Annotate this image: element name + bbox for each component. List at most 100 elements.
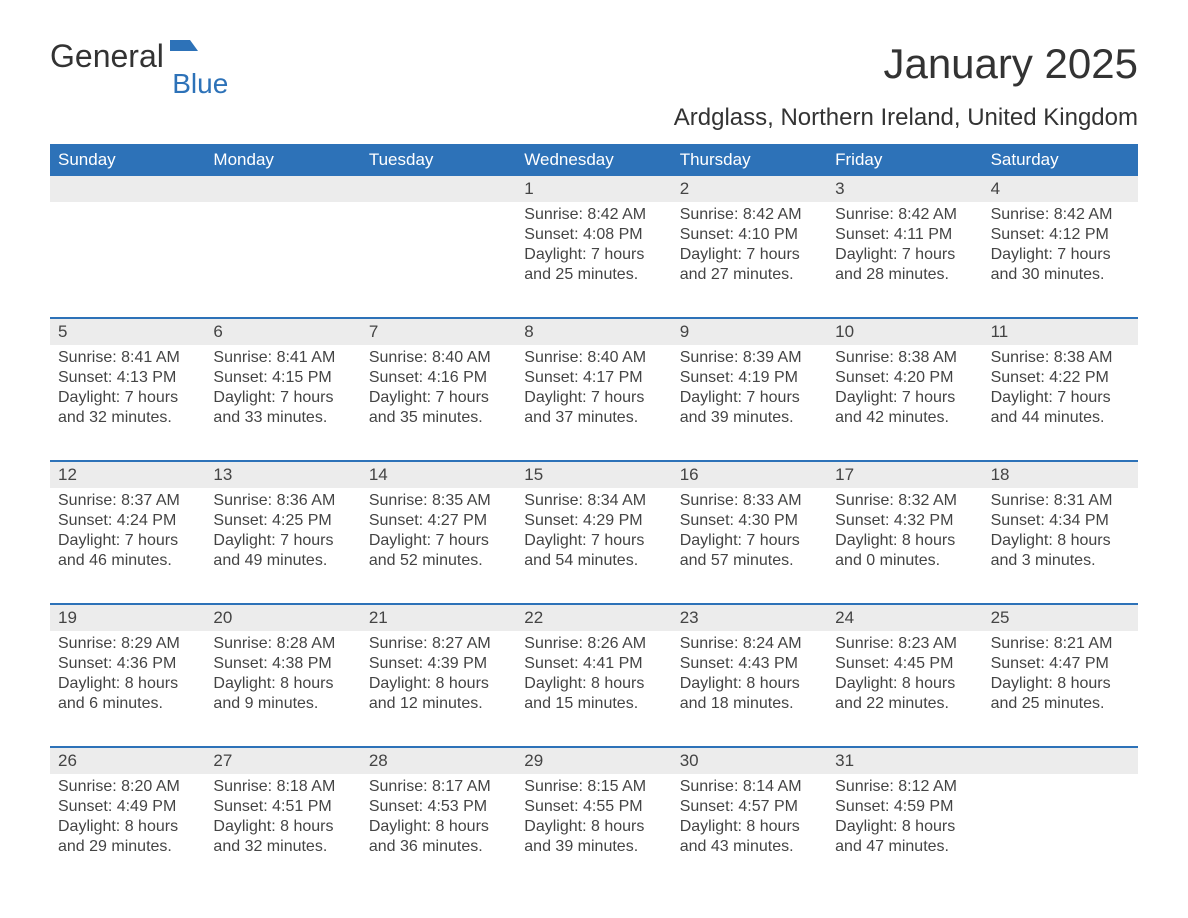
day-sunset: Sunset: 4:49 PM <box>58 797 197 817</box>
day-day2: and 43 minutes. <box>680 837 819 857</box>
day-info: Sunrise: 8:18 AMSunset: 4:51 PMDaylight:… <box>205 774 360 865</box>
day-sunset: Sunset: 4:43 PM <box>680 654 819 674</box>
day-sunset: Sunset: 4:16 PM <box>369 368 508 388</box>
day-day2: and 3 minutes. <box>991 551 1130 571</box>
day-sunset: Sunset: 4:08 PM <box>524 225 663 245</box>
calendar-cell: 23Sunrise: 8:24 AMSunset: 4:43 PMDayligh… <box>672 605 827 722</box>
day-day1: Daylight: 8 hours <box>524 674 663 694</box>
day-day1: Daylight: 8 hours <box>213 674 352 694</box>
calendar-cell <box>983 748 1138 865</box>
day-sunrise: Sunrise: 8:24 AM <box>680 634 819 654</box>
calendar-cell: 1Sunrise: 8:42 AMSunset: 4:08 PMDaylight… <box>516 176 671 293</box>
calendar-cell: 30Sunrise: 8:14 AMSunset: 4:57 PMDayligh… <box>672 748 827 865</box>
day-info: Sunrise: 8:38 AMSunset: 4:20 PMDaylight:… <box>827 345 982 436</box>
day-day1: Daylight: 7 hours <box>835 245 974 265</box>
day-sunset: Sunset: 4:59 PM <box>835 797 974 817</box>
day-day1: Daylight: 7 hours <box>991 245 1130 265</box>
calendar-cell: 15Sunrise: 8:34 AMSunset: 4:29 PMDayligh… <box>516 462 671 579</box>
day-sunrise: Sunrise: 8:27 AM <box>369 634 508 654</box>
day-info: Sunrise: 8:42 AMSunset: 4:11 PMDaylight:… <box>827 202 982 293</box>
day-number: 22 <box>516 605 671 631</box>
day-number: 13 <box>205 462 360 488</box>
day-number: 9 <box>672 319 827 345</box>
day-number: 29 <box>516 748 671 774</box>
day-day1: Daylight: 8 hours <box>680 674 819 694</box>
day-number: 20 <box>205 605 360 631</box>
day-info: Sunrise: 8:14 AMSunset: 4:57 PMDaylight:… <box>672 774 827 865</box>
day-sunset: Sunset: 4:22 PM <box>991 368 1130 388</box>
day-sunset: Sunset: 4:13 PM <box>58 368 197 388</box>
page-header: General Blue January 2025 <box>50 40 1138 100</box>
day-number <box>983 748 1138 774</box>
day-day2: and 28 minutes. <box>835 265 974 285</box>
calendar-cell: 12Sunrise: 8:37 AMSunset: 4:24 PMDayligh… <box>50 462 205 579</box>
day-info: Sunrise: 8:24 AMSunset: 4:43 PMDaylight:… <box>672 631 827 722</box>
calendar-cell: 20Sunrise: 8:28 AMSunset: 4:38 PMDayligh… <box>205 605 360 722</box>
day-info: Sunrise: 8:40 AMSunset: 4:17 PMDaylight:… <box>516 345 671 436</box>
day-day1: Daylight: 7 hours <box>991 388 1130 408</box>
day-day2: and 47 minutes. <box>835 837 974 857</box>
day-day1: Daylight: 8 hours <box>213 817 352 837</box>
day-number: 28 <box>361 748 516 774</box>
day-day2: and 39 minutes. <box>524 837 663 857</box>
calendar-grid: SundayMondayTuesdayWednesdayThursdayFrid… <box>50 144 1138 865</box>
day-day1: Daylight: 7 hours <box>680 531 819 551</box>
day-sunrise: Sunrise: 8:23 AM <box>835 634 974 654</box>
day-day2: and 27 minutes. <box>680 265 819 285</box>
day-info: Sunrise: 8:36 AMSunset: 4:25 PMDaylight:… <box>205 488 360 579</box>
day-day2: and 25 minutes. <box>524 265 663 285</box>
day-sunset: Sunset: 4:20 PM <box>835 368 974 388</box>
day-info: Sunrise: 8:17 AMSunset: 4:53 PMDaylight:… <box>361 774 516 865</box>
calendar-cell: 8Sunrise: 8:40 AMSunset: 4:17 PMDaylight… <box>516 319 671 436</box>
day-day1: Daylight: 7 hours <box>680 245 819 265</box>
day-number: 15 <box>516 462 671 488</box>
calendar-cell: 25Sunrise: 8:21 AMSunset: 4:47 PMDayligh… <box>983 605 1138 722</box>
calendar-cell: 16Sunrise: 8:33 AMSunset: 4:30 PMDayligh… <box>672 462 827 579</box>
day-number: 24 <box>827 605 982 631</box>
dayhead-wednesday: Wednesday <box>516 144 671 176</box>
day-sunset: Sunset: 4:30 PM <box>680 511 819 531</box>
calendar-cell <box>50 176 205 293</box>
calendar-cell: 3Sunrise: 8:42 AMSunset: 4:11 PMDaylight… <box>827 176 982 293</box>
calendar-cell: 5Sunrise: 8:41 AMSunset: 4:13 PMDaylight… <box>50 319 205 436</box>
calendar-cell: 17Sunrise: 8:32 AMSunset: 4:32 PMDayligh… <box>827 462 982 579</box>
day-day2: and 29 minutes. <box>58 837 197 857</box>
day-sunset: Sunset: 4:47 PM <box>991 654 1130 674</box>
day-sunset: Sunset: 4:17 PM <box>524 368 663 388</box>
day-info: Sunrise: 8:23 AMSunset: 4:45 PMDaylight:… <box>827 631 982 722</box>
day-day1: Daylight: 7 hours <box>369 531 508 551</box>
dayhead-thursday: Thursday <box>672 144 827 176</box>
day-day2: and 42 minutes. <box>835 408 974 428</box>
day-day2: and 30 minutes. <box>991 265 1130 285</box>
calendar-cell <box>361 176 516 293</box>
day-sunset: Sunset: 4:27 PM <box>369 511 508 531</box>
day-day2: and 6 minutes. <box>58 694 197 714</box>
calendar-cell: 9Sunrise: 8:39 AMSunset: 4:19 PMDaylight… <box>672 319 827 436</box>
day-info: Sunrise: 8:42 AMSunset: 4:08 PMDaylight:… <box>516 202 671 293</box>
day-sunset: Sunset: 4:19 PM <box>680 368 819 388</box>
day-info: Sunrise: 8:41 AMSunset: 4:15 PMDaylight:… <box>205 345 360 436</box>
day-sunset: Sunset: 4:36 PM <box>58 654 197 674</box>
dayhead-tuesday: Tuesday <box>361 144 516 176</box>
calendar-cell: 10Sunrise: 8:38 AMSunset: 4:20 PMDayligh… <box>827 319 982 436</box>
day-info: Sunrise: 8:20 AMSunset: 4:49 PMDaylight:… <box>50 774 205 865</box>
day-number: 6 <box>205 319 360 345</box>
day-sunset: Sunset: 4:51 PM <box>213 797 352 817</box>
page-subtitle: Ardglass, Northern Ireland, United Kingd… <box>50 104 1138 132</box>
day-day1: Daylight: 8 hours <box>835 531 974 551</box>
day-sunrise: Sunrise: 8:42 AM <box>524 205 663 225</box>
day-sunrise: Sunrise: 8:29 AM <box>58 634 197 654</box>
calendar-cell: 2Sunrise: 8:42 AMSunset: 4:10 PMDaylight… <box>672 176 827 293</box>
logo: General Blue <box>50 40 198 100</box>
day-number: 1 <box>516 176 671 202</box>
day-day2: and 44 minutes. <box>991 408 1130 428</box>
day-info: Sunrise: 8:38 AMSunset: 4:22 PMDaylight:… <box>983 345 1138 436</box>
day-sunset: Sunset: 4:39 PM <box>369 654 508 674</box>
day-sunrise: Sunrise: 8:35 AM <box>369 491 508 511</box>
day-number: 2 <box>672 176 827 202</box>
day-info: Sunrise: 8:15 AMSunset: 4:55 PMDaylight:… <box>516 774 671 865</box>
day-sunrise: Sunrise: 8:40 AM <box>369 348 508 368</box>
day-sunrise: Sunrise: 8:14 AM <box>680 777 819 797</box>
day-sunrise: Sunrise: 8:40 AM <box>524 348 663 368</box>
day-number: 11 <box>983 319 1138 345</box>
